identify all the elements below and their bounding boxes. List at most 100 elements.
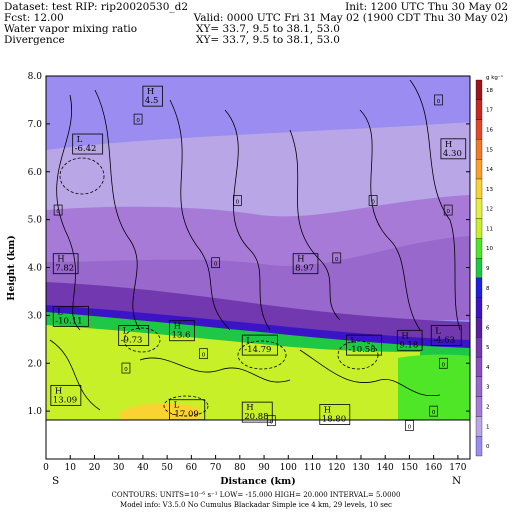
extremum-kind: H <box>324 406 331 416</box>
zero-label: 0 <box>53 204 63 216</box>
extremum-box <box>50 384 82 406</box>
zero-label-box <box>434 94 443 106</box>
y-tick-label: 3.0 <box>28 311 43 321</box>
zero-label-box <box>121 362 131 374</box>
colorbar-swatch <box>475 238 483 259</box>
extremum-kind: H <box>55 386 62 396</box>
extremum-box <box>319 404 351 425</box>
zero-label: 0 <box>199 348 208 360</box>
extremum-label: H7.82 <box>52 253 79 275</box>
x-tick-label: 50 <box>161 463 173 473</box>
extremum-box <box>52 253 79 275</box>
colorbar-swatch <box>475 436 483 457</box>
colorbar-swatch <box>475 139 483 160</box>
zero-label-text: 0 <box>371 199 375 205</box>
extremum-kind: L <box>350 336 356 346</box>
footer-model-info: Model info: V3.5.0 No Cumulus Blackadar … <box>120 501 392 509</box>
zero-label-text: 0 <box>236 199 240 205</box>
zero-label-box <box>133 113 143 125</box>
header-dataset: Dataset: test RIP: rip20020530_d2 <box>4 1 188 13</box>
colorbar-label: 18 <box>486 88 493 94</box>
extremum-label: L-9.73 <box>118 325 150 346</box>
zero-label-box <box>53 204 63 216</box>
header-field1: Water vapor mixing ratio <box>4 23 137 35</box>
zero-label-box <box>199 348 208 360</box>
extremum-kind: H <box>297 255 304 265</box>
extremum-kind: L <box>174 401 180 411</box>
colorbar-label: 2 <box>486 405 490 411</box>
colorbar-swatch <box>475 257 483 279</box>
extremum-kind: H <box>174 322 181 332</box>
colorbar-swatch <box>475 396 483 417</box>
zero-label-box <box>405 420 414 431</box>
extremum-value: 7.82 <box>55 264 74 274</box>
extremum-box <box>430 325 462 346</box>
header-fcst: Fcst: 12.00 <box>4 12 64 24</box>
colorbar-swatch <box>475 297 483 318</box>
extremum-box <box>169 320 195 342</box>
extremum-value: 9.18 <box>399 340 418 350</box>
extremum-kind: L <box>77 135 83 145</box>
colorbar-label: 9 <box>486 266 490 272</box>
colorbar-label: 3 <box>486 385 490 391</box>
colorbar-label: 15 <box>486 147 493 153</box>
y-tick-label: 2.0 <box>28 359 43 369</box>
extremum-box <box>169 399 206 421</box>
colorbar-swatch <box>475 178 483 199</box>
zero-label-box <box>211 257 220 269</box>
header-xy1: XY= 33.7, 9.5 to 38.1, 53.0 <box>196 23 340 35</box>
zero-label-text: 0 <box>56 209 60 215</box>
terrain-below <box>46 420 470 459</box>
zero-label: 0 <box>266 415 276 427</box>
y-tick-label: 1.0 <box>28 407 43 417</box>
extremum-kind: H <box>445 140 452 150</box>
x-tick-label: 160 <box>425 463 442 473</box>
y-tick-label: 4.0 <box>28 264 43 274</box>
x-tick-label: 70 <box>210 463 222 473</box>
colorbar-swatch <box>475 277 483 298</box>
x-axis-label: Distance (km) <box>220 476 295 487</box>
colorbar-swatch <box>475 119 483 140</box>
extremum-box <box>241 334 278 356</box>
x-tick-label: 100 <box>280 463 297 473</box>
colorbar-label: 5 <box>486 345 490 351</box>
extremum-value: -17.09 <box>172 410 199 420</box>
header-field2: Divergence <box>4 34 65 46</box>
x-tick-label: 40 <box>137 463 149 473</box>
extremum-value: -10.58 <box>348 345 375 355</box>
extremum-kind: H <box>246 403 253 413</box>
extremum-value: -4.63 <box>433 336 455 346</box>
colorbar-label: 10 <box>486 246 493 252</box>
colorbar-label: 14 <box>486 167 493 173</box>
zero-label: 0 <box>434 94 443 106</box>
extrema-labels: H4.5L-6.42 H4.30H7.82H8.97L-10.11L-9.73H1… <box>50 85 467 425</box>
colorbar-unit: g kg⁻¹ <box>486 74 503 81</box>
extremum-value: 8.97 <box>295 264 314 274</box>
zero-label-text: 0 <box>408 424 412 430</box>
extremum-value: 18.80 <box>322 415 346 425</box>
x-tick-label: 120 <box>328 463 345 473</box>
extremum-label: H13.6 <box>169 320 195 342</box>
zero-label-box <box>368 195 378 206</box>
extremum-kind: L <box>57 307 63 317</box>
extremum-value: 13.09 <box>53 395 77 405</box>
zero-label: 0 <box>332 252 342 264</box>
colorbar-label: 1 <box>486 424 490 430</box>
colorbar-swatch <box>475 376 483 397</box>
extremum-kind: L <box>246 336 252 346</box>
colorbar-label: 16 <box>486 127 493 133</box>
zero-label-text: 0 <box>136 118 140 124</box>
colorbar-swatch <box>475 337 483 358</box>
x-tick-label: 150 <box>401 463 418 473</box>
extremum-label: H13.09 <box>50 384 82 406</box>
divergence-contours <box>49 79 461 417</box>
extremum-label: L-17.09 <box>169 399 206 421</box>
extremum-label: L-10.11 <box>52 305 89 327</box>
colorbar-label: 8 <box>486 286 490 292</box>
extremum-label: L-6.42 <box>72 133 104 155</box>
extremum-value: -9.73 <box>121 336 143 346</box>
zero-label-text: 0 <box>432 410 436 416</box>
colorbar-swatch <box>475 356 483 377</box>
extremum-box <box>142 85 163 107</box>
zero-label: 0 <box>133 113 143 125</box>
